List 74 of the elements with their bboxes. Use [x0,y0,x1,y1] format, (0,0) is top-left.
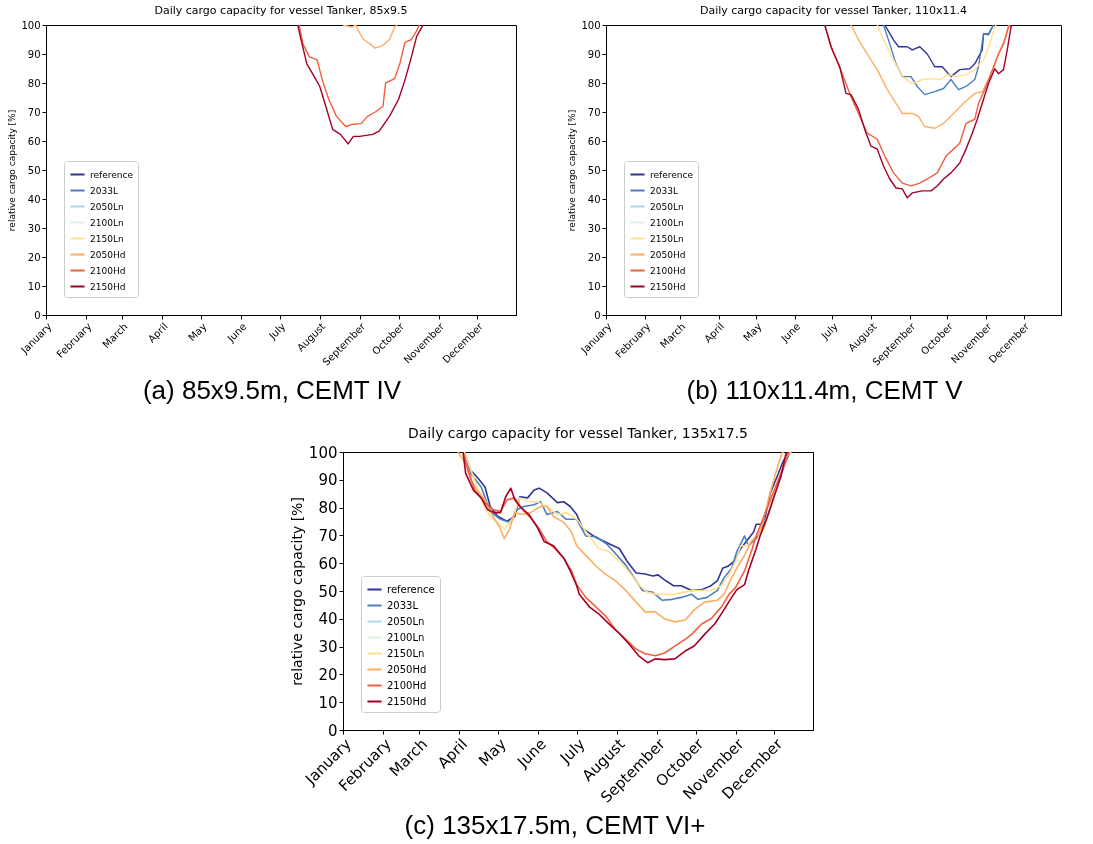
line-series [882,25,995,96]
y-tick-label: 60 [318,554,338,573]
legend-label: reference [387,583,435,595]
y-tick-label: 90 [318,471,338,490]
legend-label: 2150Hd [90,281,126,292]
legend-label: 2150Ln [650,233,684,244]
y-tick-label: 70 [587,106,601,118]
legend-label: 2150Ln [387,647,425,659]
legend-label: reference [650,169,694,180]
line-series [876,25,997,85]
legend-label: 2150Hd [387,695,427,707]
y-tick-label: 30 [587,222,601,234]
text: (b) 110x11.4m, CEMT V [685,375,964,406]
y-tick-label: 60 [27,135,41,147]
y-tick-label: 100 [581,19,601,31]
line-series [342,25,398,49]
y-tick-label: 10 [318,693,338,712]
y-tick-label: 50 [318,582,338,601]
line-series [457,452,785,623]
y-axis-title: relative cargo capacity [%] [288,497,305,686]
legend-label: 2050Hd [650,249,686,260]
legend-label: 2100Ln [90,217,124,228]
legend-label: 2150Hd [650,281,686,292]
y-tick-label: 100 [308,443,338,462]
y-tick-label: 40 [587,193,601,205]
legend-label: 2050Hd [90,249,126,260]
y-tick-label: 0 [34,309,41,321]
legend-label: 2100Ln [650,217,684,228]
y-axis-title: relative cargo capacity [%] [567,109,578,232]
y-tick-label: 40 [318,610,338,629]
chart-title: Daily cargo capacity for vessel Tanker, 135x17.5 [408,425,748,441]
y-tick-label: 80 [27,77,41,89]
text: (c) 135x17.5m, CEMT VI+ [403,810,707,841]
y-tick-label: 70 [318,526,338,545]
legend-label: 2100Hd [90,265,126,276]
legend-label: 2100Ln [387,631,425,643]
y-tick-label: 40 [27,193,41,205]
legend-label: 2033L [387,599,419,611]
legend-label: 2050Hd [387,663,427,675]
text: (a) 85x9.5m, CEMT IV [141,375,403,406]
legend-label: 2150Ln [90,233,124,244]
y-tick-label: 50 [27,164,41,176]
legend-label: 2050Ln [650,201,684,212]
x-tick-label: May [186,320,209,344]
legend-label: 2033L [90,185,118,196]
y-tick-label: 50 [587,164,601,176]
x-tick-label: May [741,320,764,344]
legend-label: 2050Ln [387,615,425,627]
line-series [297,25,424,145]
y-axis-title: relative cargo capacity [%] [7,109,18,232]
y-tick-label: 10 [587,280,601,292]
y-tick-label: 0 [594,309,601,321]
y-tick-label: 30 [318,638,338,657]
y-tick-label: 70 [27,106,41,118]
legend-label: 2100Hd [387,679,427,691]
y-tick-label: 10 [27,280,41,292]
y-tick-label: 80 [587,77,601,89]
y-tick-label: 20 [27,251,41,263]
legend-label: 2100Hd [650,265,686,276]
y-tick-label: 80 [318,499,338,518]
line-series [298,25,420,128]
y-tick-label: 20 [318,665,338,684]
chart-title: Daily cargo capacity for vessel Tanker, 110x11.4 [699,4,968,17]
chart-title: Daily cargo capacity for vessel Tanker, 85x9.5 [154,4,408,17]
y-tick-label: 90 [587,48,601,60]
legend-label: 2033L [650,185,678,196]
y-tick-label: 0 [327,721,338,740]
legend-label: 2050Ln [90,201,124,212]
legend-label: reference [90,169,134,180]
y-tick-label: 90 [27,48,41,60]
y-tick-label: 30 [27,222,41,234]
y-tick-label: 60 [587,135,601,147]
y-tick-label: 20 [587,251,601,263]
y-tick-label: 100 [21,19,41,31]
